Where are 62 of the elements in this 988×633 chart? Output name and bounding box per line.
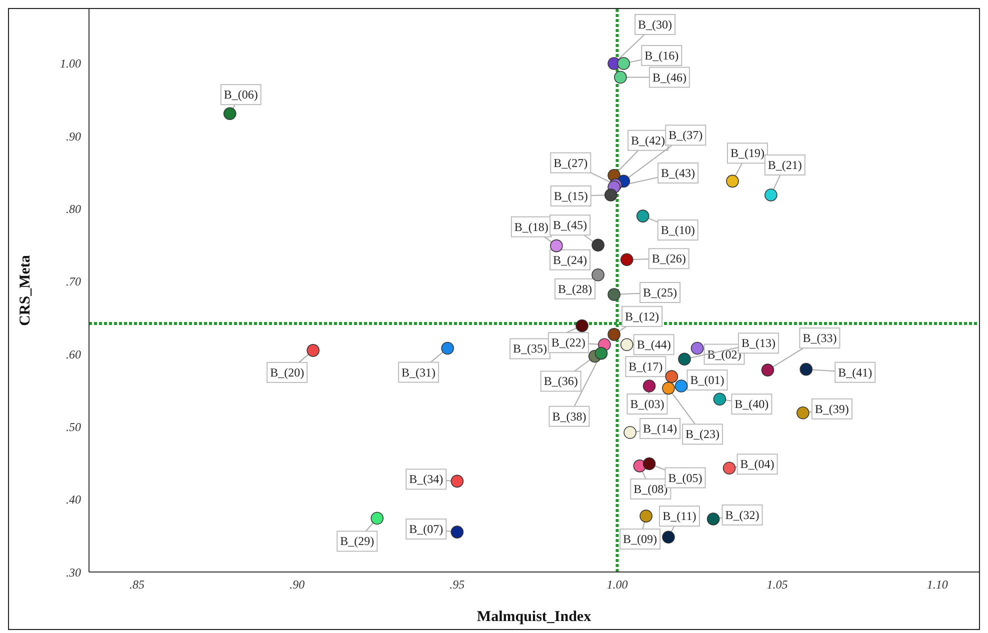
series-label: B_(10) [660,223,695,238]
text: B_(13) [741,336,776,350]
series-label: B_(14) [643,422,678,436]
series-label: B_(05) [668,470,702,485]
series-label: B_(29) [340,534,374,548]
series-label: B_(40) [734,397,769,412]
series-label: B_(20) [270,365,304,380]
series-label: B_(02) [707,347,742,362]
series-label: B_(19) [730,146,764,160]
y-tick-label: .90 [66,129,81,144]
x-tick-label: .85 [130,578,145,592]
series-label: B_(07) [409,522,444,536]
series-label: B_(01) [690,373,724,388]
text: B_(41) [838,365,872,380]
text: B_(35) [513,342,548,356]
series-label: B_(09) [623,532,658,546]
x-tick-label: 1.05 [766,578,788,592]
y-tick-label: .60 [66,347,81,362]
x-tick-label: .90 [290,578,305,592]
text: B_(42) [631,133,666,148]
series-label: B_(21) [768,158,802,172]
series-label: B_(26) [652,252,686,266]
y-tick-label: .30 [66,565,81,580]
x-tick-label: 1.10 [926,578,948,592]
series-label: B_(03) [630,397,664,412]
y-tick-label: .50 [66,420,81,434]
text: B_(46) [652,70,686,84]
series-label: B_(32) [725,508,760,522]
text: B_(37) [668,128,703,142]
series-label: B_(11) [662,509,696,524]
x-tick-label: .95 [450,578,465,592]
series-label: B_(39) [814,402,849,416]
y-axis-title: CRS_Meta [17,254,34,326]
y-tick-label: .80 [66,202,81,216]
series-label: B_(34) [409,472,444,486]
text: B_(23) [685,427,720,442]
series-label: B_(06) [224,88,258,102]
series-label: B_(25) [643,285,678,300]
series-label: B_(28) [558,282,592,296]
y-tick-label: .40 [66,492,81,507]
series-label: B_(31) [402,365,436,380]
text: B_(27) [554,156,588,170]
series-label: B_(12) [625,309,660,324]
series-label: B_(17) [628,360,663,374]
text: B_(38) [552,409,586,424]
series-label: B_(15) [554,188,588,203]
series-label: B_(22) [551,336,586,350]
x-tick-label: 1.00 [606,578,628,592]
series-label: B_(36) [544,374,578,388]
annotation: B_(24) [553,252,588,267]
text: B_(43) [661,166,696,180]
series-label: B_(08) [634,482,668,496]
text: B_(33) [802,331,837,346]
series-label: B_(45) [553,218,588,232]
series-label: B_(44) [636,338,671,352]
y-tick-label: .70 [66,274,81,289]
x-axis-title: Malmquist_Index [476,609,592,625]
series-label: B_(18) [514,220,548,234]
y-tick-label: 1.00 [60,56,81,71]
series-label: B_(04) [740,457,774,472]
text: B_(30) [638,17,672,32]
series-label: B_(16) [644,48,679,62]
